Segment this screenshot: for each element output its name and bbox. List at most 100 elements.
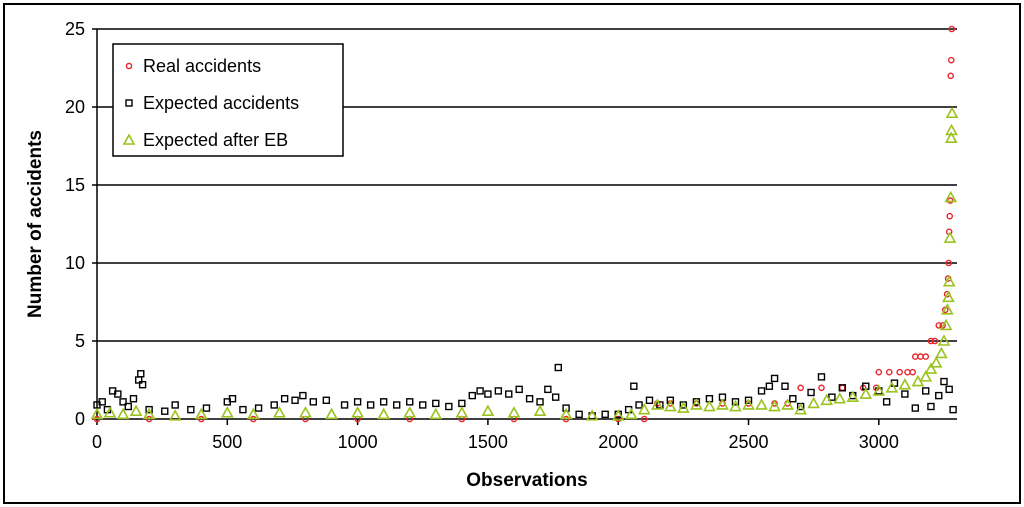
data-point bbox=[119, 398, 127, 406]
data-point bbox=[927, 337, 935, 345]
data-point bbox=[432, 399, 440, 408]
data-point bbox=[536, 398, 544, 406]
data-point bbox=[551, 393, 560, 401]
data-point bbox=[924, 362, 938, 374]
data-point bbox=[943, 231, 957, 243]
data-point bbox=[171, 401, 179, 409]
data-point bbox=[554, 363, 562, 372]
data-point bbox=[340, 401, 349, 409]
legend-label: Real accidents bbox=[143, 56, 261, 76]
data-point bbox=[656, 401, 664, 409]
data-point bbox=[484, 390, 492, 398]
data-point bbox=[377, 407, 391, 420]
x-tick-label: 1000 bbox=[338, 432, 378, 452]
data-point bbox=[949, 405, 957, 414]
data-point bbox=[280, 395, 289, 403]
x-tick-label: 500 bbox=[212, 432, 242, 452]
data-point bbox=[677, 401, 690, 413]
x-tick-label: 1500 bbox=[468, 432, 508, 452]
data-point bbox=[828, 393, 836, 401]
data-point bbox=[645, 396, 654, 404]
data-point bbox=[898, 378, 912, 390]
data-point bbox=[630, 382, 638, 390]
data-point bbox=[875, 368, 883, 376]
data-point bbox=[366, 401, 375, 409]
data-point bbox=[744, 396, 753, 404]
data-point bbox=[942, 290, 955, 303]
data-point bbox=[525, 395, 534, 403]
data-point bbox=[770, 374, 779, 383]
data-point bbox=[940, 377, 948, 386]
data-point bbox=[458, 399, 466, 408]
data-point bbox=[945, 385, 953, 394]
x-tick-label: 2000 bbox=[598, 432, 638, 452]
legend-marker bbox=[125, 99, 133, 107]
data-point bbox=[942, 275, 956, 287]
data-point bbox=[859, 387, 873, 399]
data-point bbox=[270, 401, 278, 409]
data-point bbox=[935, 346, 948, 359]
legend: Real accidents Expected accidents Expected… bbox=[112, 43, 344, 157]
data-point bbox=[666, 396, 675, 404]
data-series bbox=[90, 25, 959, 423]
data-point bbox=[912, 353, 919, 360]
data-point bbox=[481, 404, 495, 417]
data-point bbox=[168, 409, 182, 421]
data-point bbox=[757, 387, 766, 395]
legend-label: Expected after EB bbox=[143, 130, 288, 150]
data-point bbox=[145, 405, 153, 414]
data-point bbox=[716, 398, 729, 410]
data-point bbox=[142, 407, 156, 420]
data-point bbox=[690, 398, 703, 410]
y-tick-label: 10 bbox=[65, 253, 85, 273]
y-tick-label: 20 bbox=[65, 97, 85, 117]
data-point bbox=[882, 398, 891, 406]
data-point bbox=[624, 407, 638, 420]
data-point bbox=[254, 404, 263, 412]
data-point bbox=[90, 407, 104, 420]
data-point bbox=[833, 392, 847, 404]
data-point bbox=[901, 390, 909, 398]
data-point bbox=[494, 387, 503, 395]
data-point bbox=[202, 404, 211, 412]
data-point bbox=[505, 390, 513, 398]
data-point bbox=[935, 322, 943, 329]
data-point bbox=[927, 402, 935, 411]
data-point bbox=[794, 402, 807, 415]
data-point bbox=[247, 407, 260, 420]
data-point bbox=[945, 106, 959, 119]
axes: 0 5 10 15 20 25 0 500 1000 1500 2000 2500 3000 bbox=[65, 19, 957, 452]
legend-marker bbox=[122, 133, 136, 145]
y-tick-label: 25 bbox=[65, 19, 85, 39]
data-point bbox=[129, 404, 143, 417]
data-point bbox=[896, 368, 903, 376]
data-point bbox=[935, 391, 943, 400]
data-point bbox=[353, 398, 362, 406]
data-point bbox=[948, 25, 956, 33]
data-point bbox=[937, 334, 951, 346]
data-point bbox=[445, 402, 453, 411]
x-tick-label: 2500 bbox=[728, 432, 768, 452]
data-point bbox=[944, 131, 958, 143]
data-point bbox=[944, 190, 958, 203]
data-point bbox=[239, 405, 247, 414]
data-point bbox=[885, 368, 893, 376]
data-point bbox=[940, 303, 954, 315]
data-point bbox=[945, 123, 958, 136]
data-point bbox=[947, 56, 955, 64]
data-point bbox=[533, 404, 547, 417]
y-tick-label: 0 bbox=[75, 409, 85, 429]
data-point bbox=[124, 402, 132, 411]
legend-marker bbox=[125, 62, 133, 70]
data-point bbox=[818, 384, 825, 392]
data-point bbox=[939, 318, 953, 331]
data-point bbox=[922, 387, 930, 395]
data-point bbox=[614, 415, 622, 423]
data-point bbox=[729, 399, 742, 412]
y-tick-label: 15 bbox=[65, 175, 85, 195]
data-point bbox=[562, 404, 570, 412]
data-point bbox=[299, 406, 312, 418]
data-point bbox=[116, 407, 130, 420]
data-point bbox=[406, 398, 414, 406]
